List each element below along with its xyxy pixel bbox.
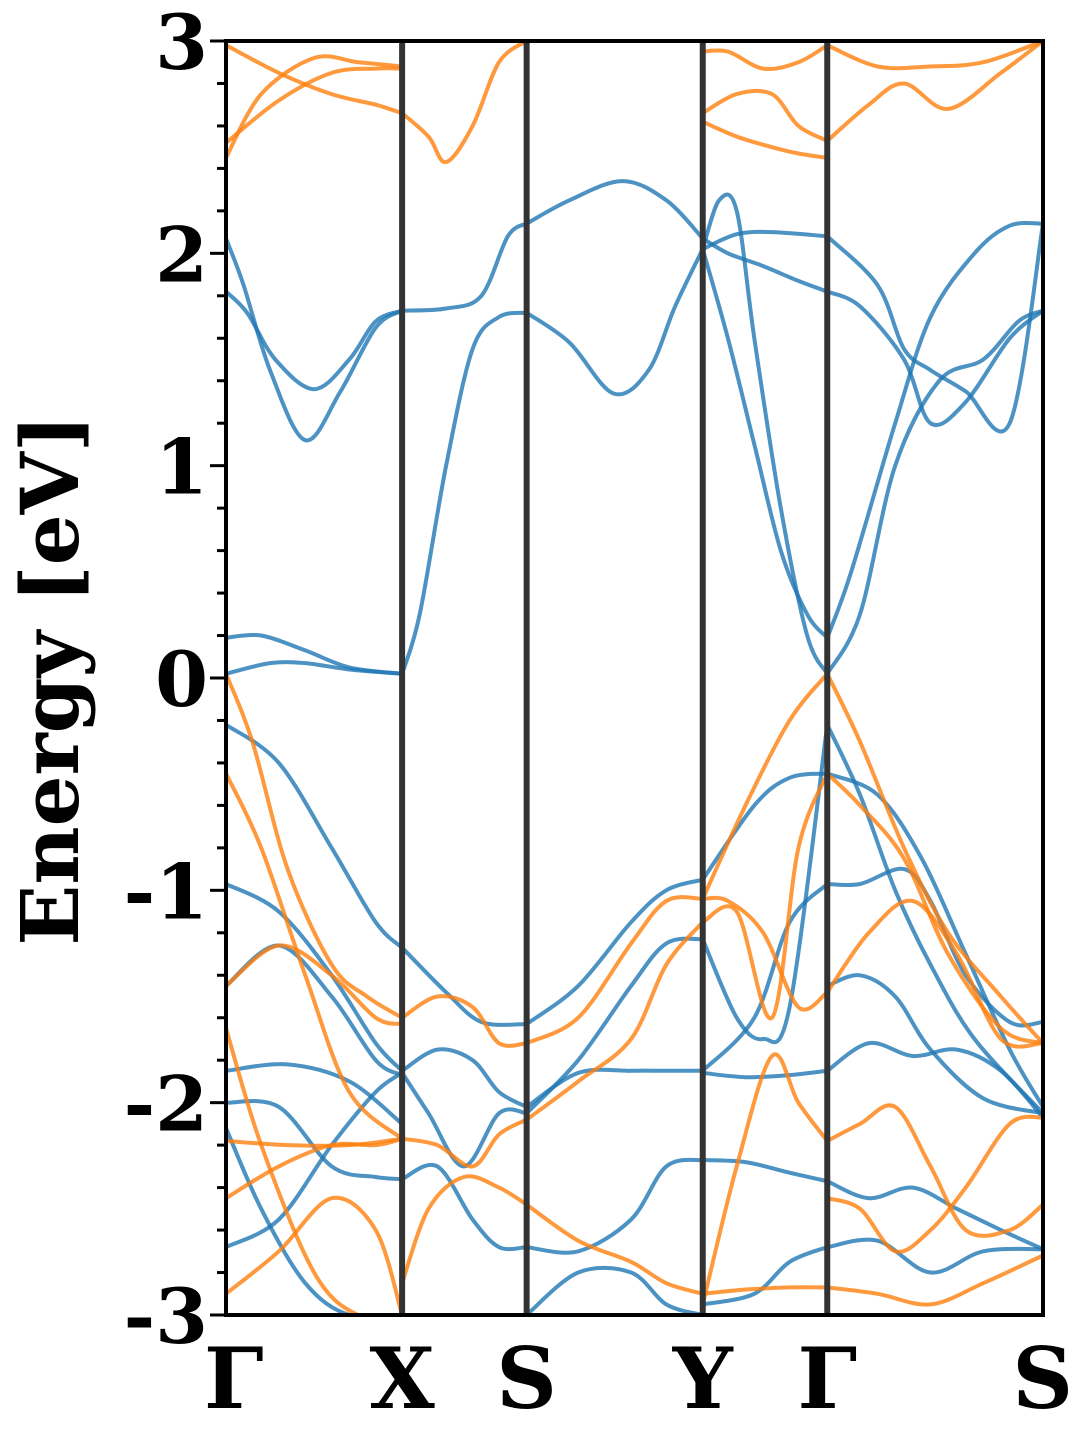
spin1-band-6 <box>524 179 705 241</box>
spin1-bands <box>226 179 1043 1315</box>
spin1-band-34 <box>700 722 830 1045</box>
spin2-band-60 <box>226 1136 405 1201</box>
spin2-band-61 <box>400 1174 529 1286</box>
y-tick-label: 1 <box>155 423 208 512</box>
kpath-label: S <box>1012 1329 1073 1428</box>
spin2-band-69 <box>700 771 830 1021</box>
spin1-band-27 <box>524 877 705 1027</box>
spin2-band-54 <box>226 671 405 1020</box>
spin2-band-57 <box>226 943 405 1027</box>
spin2-band-56 <box>226 771 405 1141</box>
y-tick-label: -1 <box>124 847 208 936</box>
spin2-band-73 <box>700 1052 830 1307</box>
spin1-band-10 <box>700 192 830 676</box>
spin1-band-9 <box>700 236 830 294</box>
spin2-band-59 <box>226 1136 405 1148</box>
kpath-label: S <box>496 1329 557 1428</box>
spin1-band-42 <box>700 1245 830 1307</box>
spin2-band-45 <box>226 43 405 116</box>
spin1-band-22 <box>400 1070 529 1169</box>
spin2-band-53 <box>825 41 1043 71</box>
spin1-band-40 <box>700 1158 830 1184</box>
spin2-band-47 <box>226 54 405 160</box>
spin2-band-67 <box>700 671 830 901</box>
spin1-band-19 <box>400 1047 529 1109</box>
spin2-bands <box>226 41 1043 1315</box>
spin1-band-30 <box>524 1157 705 1255</box>
y-tick-label: -2 <box>124 1060 208 1149</box>
spin2-band-66 <box>524 1202 705 1296</box>
spin1-band-36 <box>700 882 830 1073</box>
spin1-band-16 <box>226 722 405 950</box>
spin2-band-63 <box>226 1195 405 1315</box>
spin2-band-68 <box>825 671 1043 1046</box>
spin2-band-49 <box>700 88 830 143</box>
spin2-band-72 <box>825 898 1043 1049</box>
spin1-band-28 <box>524 1067 705 1109</box>
spin1-band-11 <box>700 247 830 640</box>
spin2-band-71 <box>700 895 830 1012</box>
spin1-band-31 <box>524 1265 705 1315</box>
spin1-band-2 <box>226 236 405 443</box>
spin1-band-15 <box>825 220 1043 640</box>
spin1-band-29 <box>524 936 705 1116</box>
kpath-lines <box>399 41 831 1315</box>
spin2-band-77 <box>825 1114 1043 1254</box>
kpath-label: Y <box>672 1329 734 1428</box>
spin1-band-5 <box>400 310 529 676</box>
spin2-band-74 <box>825 1103 1043 1238</box>
spin1-band-1 <box>226 660 405 676</box>
spin1-band-17 <box>400 945 529 1027</box>
y-ticks <box>210 39 226 1317</box>
y-tick-label: 2 <box>155 210 208 299</box>
spin2-band-52 <box>825 41 1043 143</box>
y-tick-labels: -3 -2 -1 0 1 2 3 <box>124 0 208 1361</box>
spin2-band-48 <box>400 41 529 164</box>
y-tick-label: 0 <box>155 635 208 724</box>
spin1-band-44 <box>825 973 1043 1116</box>
spin1-band-14 <box>825 308 1043 676</box>
spin1-band-33 <box>825 771 1043 1109</box>
spin1-band-7 <box>524 247 705 397</box>
spin2-band-62 <box>226 1026 405 1315</box>
spin2-band-46 <box>226 66 405 145</box>
spin1-band-13 <box>825 289 1043 427</box>
spin1-band-21 <box>226 1062 405 1126</box>
spin2-band-51 <box>700 43 830 72</box>
spin2-band-75 <box>700 1285 830 1296</box>
y-tick-label: 3 <box>155 0 208 87</box>
spin1-band-43 <box>825 1237 1043 1275</box>
spin2-band-58 <box>400 1117 529 1169</box>
spin1-band-23 <box>226 1099 405 1182</box>
kpath-label: X <box>370 1329 436 1428</box>
spin1-band-35 <box>825 722 1043 1116</box>
spin1-band-20 <box>226 943 405 1078</box>
spin2-band-65 <box>524 920 705 1122</box>
spin1-band-26 <box>226 1126 405 1315</box>
spin2-band-55 <box>400 994 529 1048</box>
spin1-band-38 <box>700 1068 830 1080</box>
spin1-band-3 <box>226 289 405 392</box>
spin1-band-32 <box>700 771 830 882</box>
y-axis-title: Energy [eV] <box>3 414 97 945</box>
spin1-band-8 <box>700 229 830 252</box>
spin2-band-76 <box>825 1253 1043 1307</box>
y-tick-label: -3 <box>124 1272 208 1361</box>
kpath-label: Γ <box>797 1329 857 1428</box>
spin2-band-64 <box>524 895 705 1046</box>
spin1-band-24 <box>400 1162 529 1252</box>
kpath-label: Γ <box>204 1329 264 1428</box>
spin2-band-50 <box>700 119 830 160</box>
spin1-band-4 <box>400 221 529 313</box>
